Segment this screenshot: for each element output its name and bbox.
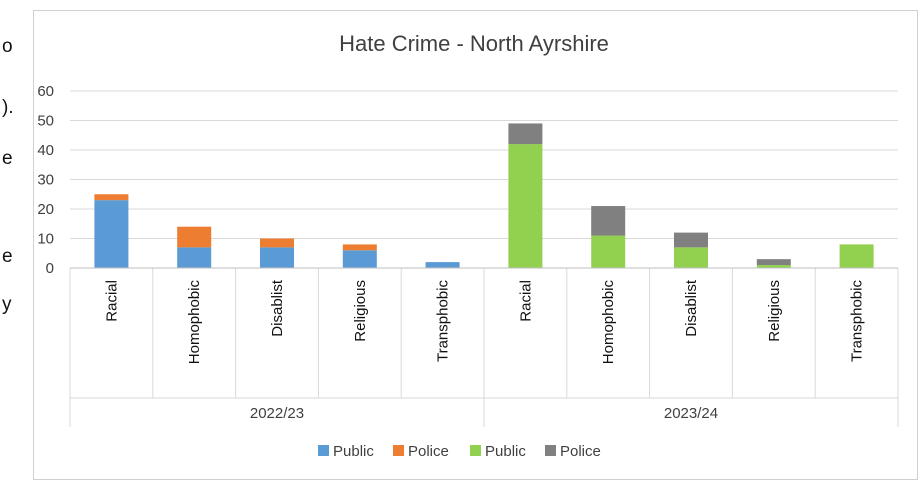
y-tick-label: 20 (37, 201, 54, 218)
y-tick-label: 50 (37, 113, 54, 130)
bar-segment (756, 259, 791, 266)
bar-segment (425, 262, 460, 268)
category-label: Racial (517, 280, 534, 322)
category-label: Disablist (683, 279, 700, 337)
bar-segment (508, 144, 543, 268)
category-label: Transphobic (849, 280, 866, 362)
bar-segment (342, 244, 377, 251)
bar-segment (94, 194, 129, 201)
chart-title: Hate Crime - North Ayrshire (339, 31, 609, 56)
legend-swatch (470, 445, 481, 456)
legend-swatch (393, 445, 404, 456)
legend-label: Police (408, 443, 449, 460)
legend-label: Police (560, 443, 601, 460)
y-tick-label: 10 (37, 231, 54, 248)
category-label: Racial (103, 280, 120, 322)
legend-swatch (318, 445, 329, 456)
legend-label: Public (485, 443, 526, 460)
edge-text-fragment: e (2, 148, 13, 169)
bar-segment (591, 235, 626, 268)
category-label: Transphobic (435, 280, 452, 362)
bar-segment (839, 244, 874, 268)
bar-segment (94, 200, 129, 268)
bar-segment (756, 265, 791, 268)
legend-label: Public (333, 443, 374, 460)
category-label: Religious (766, 280, 783, 342)
category-label: Disablist (269, 279, 286, 337)
bar-segment (508, 123, 543, 145)
category-label: Religious (352, 280, 369, 342)
bar-segment (591, 206, 626, 236)
bar-segment (260, 247, 294, 268)
group-label: 2023/24 (664, 405, 718, 422)
y-tick-label: 60 (37, 83, 54, 100)
bar-segment (177, 226, 212, 248)
y-tick-label: 30 (37, 172, 54, 189)
category-label: Homophobic (600, 280, 617, 365)
group-label: 2022/23 (250, 405, 304, 422)
bar-segment (674, 247, 708, 268)
edge-text-fragment: e (2, 246, 13, 267)
bar-segment (674, 232, 708, 248)
edge-text-fragment: ). (2, 97, 14, 118)
y-tick-label: 40 (37, 142, 54, 159)
edge-text-fragment: y (2, 294, 12, 315)
legend-swatch (545, 445, 556, 456)
y-tick-label: 0 (46, 260, 54, 277)
bar-segment (177, 247, 212, 268)
edge-text-fragment: o (2, 36, 13, 57)
bar-segment (260, 238, 294, 248)
bar-segment (342, 250, 377, 268)
category-label: Homophobic (186, 280, 203, 365)
